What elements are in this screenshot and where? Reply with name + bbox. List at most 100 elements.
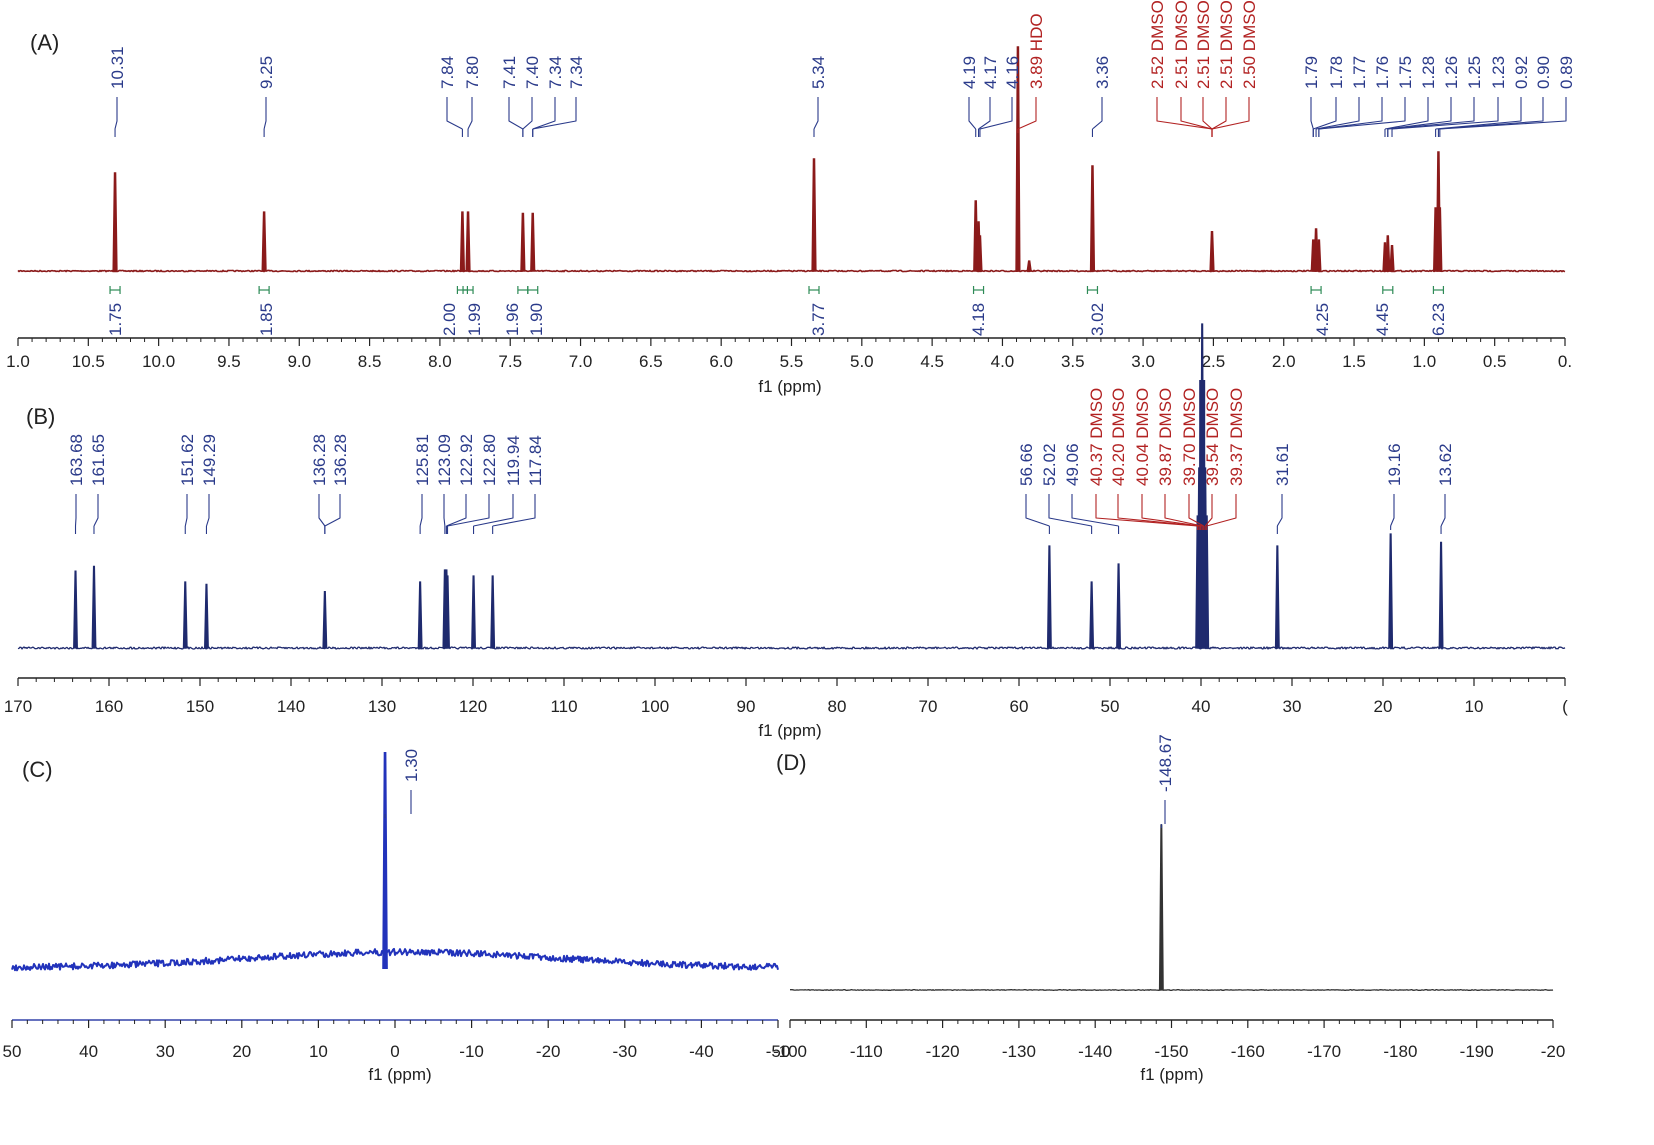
peak-label-connector [74,494,77,527]
peak-label-connector [93,494,99,527]
peak-label-connector [1164,494,1203,527]
spectrum-peak [322,590,328,649]
x-tick-label: 10.0 [142,352,175,371]
x-tick-label: 1.0 [6,352,30,371]
x-tick-label: 10.5 [72,352,105,371]
spectrum-panel-b: (B) 170 160 150 140 130 120 110 100 90 80 70 60 50 40 3… [4,323,1568,740]
x-tick-label: -130 [1002,1042,1036,1061]
x-tick-label: 3.5 [1061,352,1085,371]
peak-label: 9.25 [257,56,276,89]
integral-value: 2.00 [440,303,459,336]
x-tick-label: -190 [1460,1042,1494,1061]
x-tick-label: -10 [459,1042,484,1061]
peak-label: 0.92 [1512,56,1531,89]
peak-label-connector [492,494,536,527]
spectrum-baseline [17,646,1566,650]
peak-label: 3.36 [1093,56,1112,89]
spectrum-peak [520,212,526,272]
spectrum-peak [445,575,450,649]
x-tick-label: -40 [689,1042,714,1061]
spectrum-peak [459,211,466,272]
x-tick-label: 9.5 [217,352,241,371]
peak-label: 1.75 [1396,56,1415,89]
x-tick-label: 120 [459,697,487,716]
peak-label: 39.87 DMSO [1156,388,1175,486]
peak-label: 125.81 [413,434,432,486]
peak-label: 39.54 DMSO [1203,388,1222,486]
x-tick-label: 140 [277,697,305,716]
x-tick-label: 6.5 [639,352,663,371]
x-tick-label: 50 [1101,697,1120,716]
peak-label-connector [318,494,326,527]
spectrum-peak [382,752,388,969]
peak-label-connector [1117,494,1200,527]
peak-label: 136.28 [310,434,329,486]
x-tick-label: -150 [1154,1042,1188,1061]
peak-label: 2.51 DMSO [1172,0,1191,89]
panel-label: (D) [776,750,807,775]
x-tick-label: 30 [1283,697,1302,716]
x-tick-label: 160 [95,697,123,716]
peak-label-connector [1211,97,1250,130]
peak-label: 40.04 DMSO [1133,388,1152,486]
peak-label: 7.84 [438,56,457,89]
x-tick-label: 20 [232,1042,251,1061]
spectrum-peak [1385,235,1391,272]
panel-label: (B) [26,404,55,429]
spectrum-baseline [790,989,1554,991]
peak-label: 2.52 DMSO [1148,0,1167,89]
x-tick-label: 5.0 [850,352,874,371]
x-tick-label: 5.5 [780,352,804,371]
peak-label: 119.94 [504,435,523,486]
spectrum-peak [73,570,78,649]
spectrum-peak [1015,46,1021,272]
peak-label: 1.76 [1373,56,1392,89]
peak-label: 2.51 DMSO [1217,0,1236,89]
spectrum-peak [1089,581,1095,649]
peak-label-connector [473,494,514,527]
peak-label-connector [522,97,533,130]
peak-label: 2.50 DMSO [1240,0,1259,89]
integral-value: 4.45 [1373,303,1392,336]
peak-label-connector [1156,97,1213,130]
peak-label: 0.89 [1557,56,1576,89]
peak-label: 2.51 DMSO [1194,0,1213,89]
peak-label-connector [1204,494,1213,527]
peak-label: 7.41 [500,56,519,89]
peak-label-connector [1387,97,1475,130]
peak-label-connector [1310,97,1314,130]
x-tick-label: -50 [766,1042,791,1061]
peak-label: 4.19 [960,56,979,89]
peak-label-connector [1318,97,1383,130]
peak-label-connector [1092,97,1103,130]
integral-value: 1.85 [257,303,276,336]
peak-label: 1.25 [1465,56,1484,89]
integral-value: 1.99 [465,303,484,336]
x-tick-label: 100 [641,697,669,716]
x-tick-label: 7.5 [498,352,522,371]
peak-label: 7.80 [463,56,482,89]
x-tick-label: 9.0 [287,352,311,371]
integral-value: 4.18 [969,303,988,336]
peak-label: 39.37 DMSO [1227,388,1246,486]
x-axis-label: f1 (ppm) [368,1065,431,1084]
x-tick-label: -110 [850,1042,883,1061]
x-tick-label: 110 [550,697,577,716]
peak-label-connector [1211,97,1227,130]
spectrum-panel-c: (C) 50 40 30 20 10 0 -10 -20 -30 -40 -50 f1 (ppm) 1.3… [3,749,791,1084]
x-tick-label: 0. [1558,352,1572,371]
peak-label-connector [1095,494,1198,527]
peak-label: 49.06 [1063,443,1082,486]
peak-label-connector [1276,494,1283,527]
peak-label-connector [114,97,118,130]
peak-label-connector [1313,97,1337,130]
x-tick-label: -30 [613,1042,638,1061]
peak-label: 1.79 [1302,56,1321,89]
spectrum-peak [811,158,817,272]
spectrum-peak [1204,515,1210,649]
x-tick-label: 0 [390,1042,399,1061]
integral-value: 4.25 [1313,303,1332,336]
peak-label: 39.70 DMSO [1180,388,1199,486]
peak-label-connector [1439,97,1567,130]
peak-label: 7.40 [523,56,542,89]
